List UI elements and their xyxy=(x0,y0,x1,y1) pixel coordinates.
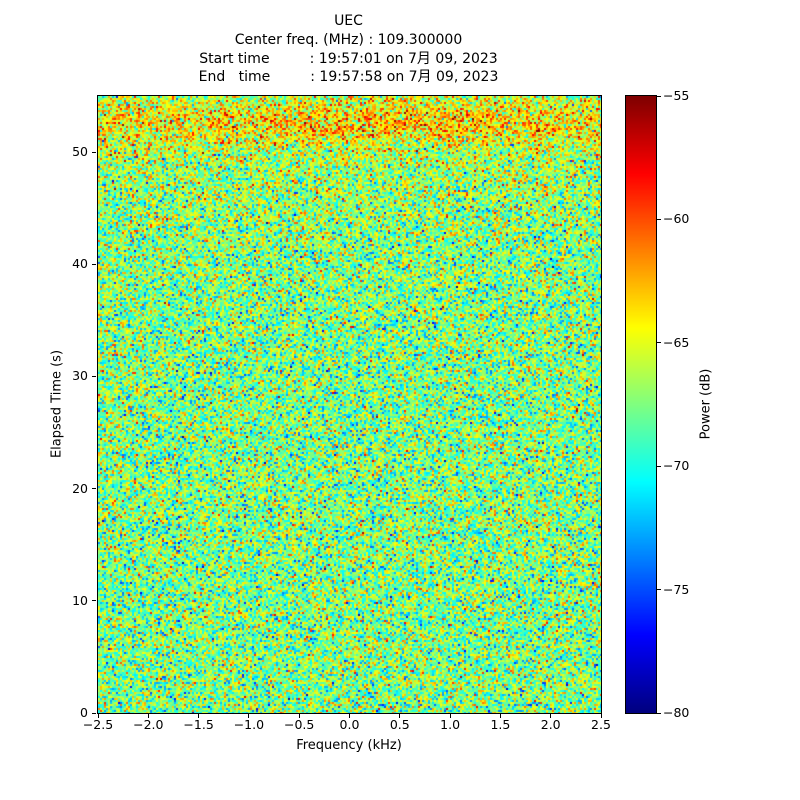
y-tick-mark xyxy=(92,600,96,602)
x-tick-mark xyxy=(600,714,602,718)
y-tick-mark xyxy=(92,151,96,153)
spectrogram-plot-area xyxy=(97,95,602,714)
colorbar-label: Power (dB) xyxy=(698,368,714,440)
colorbar-tick-label: −80 xyxy=(663,705,690,720)
y-tick-label: 20 xyxy=(72,480,88,496)
x-tick-label: 0.5 xyxy=(389,717,410,732)
colorbar-canvas xyxy=(626,96,656,713)
colorbar-tick-label: −60 xyxy=(663,211,690,227)
y-tick-label: 10 xyxy=(72,592,88,608)
colorbar-tick-label: −70 xyxy=(663,458,690,474)
colorbar-tick-label: −65 xyxy=(663,334,690,350)
x-tick-label: −2.5 xyxy=(82,717,114,732)
colorbar-tick-mark xyxy=(657,465,661,467)
colorbar-tick-mark xyxy=(657,712,661,714)
x-axis-label: Frequency (kHz) xyxy=(296,738,402,753)
subtitle-start-time: Start time : 19:57:01 on 7月 09, 2023 xyxy=(199,50,498,67)
x-tick-label: −1.0 xyxy=(233,717,265,732)
subtitle-end-time: End time : 19:57:58 on 7月 09, 2023 xyxy=(198,69,499,86)
x-tick-label: 1.0 xyxy=(440,717,461,732)
colorbar-tick-label: −75 xyxy=(663,581,690,597)
y-tick-mark xyxy=(92,712,96,714)
y-tick-mark xyxy=(92,263,96,265)
x-tick-mark xyxy=(449,714,451,718)
x-tick-label: 2.0 xyxy=(540,717,561,732)
colorbar-tick-mark xyxy=(657,589,661,591)
y-axis-label: Elapsed Time (s) xyxy=(49,349,65,459)
x-tick-label: −0.5 xyxy=(284,717,315,732)
y-tick-label: 50 xyxy=(72,144,88,160)
y-tick-mark xyxy=(92,488,96,490)
colorbar-tick-mark xyxy=(657,218,661,220)
chart-title: UEC xyxy=(334,13,363,29)
colorbar-tick-mark xyxy=(657,342,661,344)
x-tick-mark xyxy=(399,714,401,718)
subtitle-center-freq: Center freq. (MHz) : 109.300000 xyxy=(234,31,463,48)
y-tick-label: 0 xyxy=(80,705,88,720)
x-tick-mark xyxy=(298,714,300,718)
y-tick-label: 40 xyxy=(72,256,88,272)
x-tick-label: −1.5 xyxy=(183,717,214,732)
x-tick-mark xyxy=(349,714,350,718)
spectrogram-canvas xyxy=(98,96,601,713)
x-tick-mark xyxy=(248,714,250,718)
y-tick-label: 30 xyxy=(72,368,88,384)
y-tick-mark xyxy=(92,375,96,377)
x-tick-mark xyxy=(198,714,200,718)
x-tick-label: −2.0 xyxy=(133,717,164,732)
x-tick-mark xyxy=(147,714,149,718)
colorbar-tick-label: −55 xyxy=(663,88,690,103)
x-tick-label: 0.0 xyxy=(339,717,360,732)
x-tick-mark xyxy=(97,714,99,718)
colorbar-tick-mark xyxy=(657,95,661,97)
title-block: UEC Center freq. (MHz) : 109.300000 Star… xyxy=(97,12,600,87)
x-tick-label: 2.5 xyxy=(591,717,611,732)
x-tick-mark xyxy=(499,714,501,718)
colorbar xyxy=(625,95,657,714)
x-tick-label: 1.5 xyxy=(490,717,511,732)
x-tick-mark xyxy=(550,714,552,718)
